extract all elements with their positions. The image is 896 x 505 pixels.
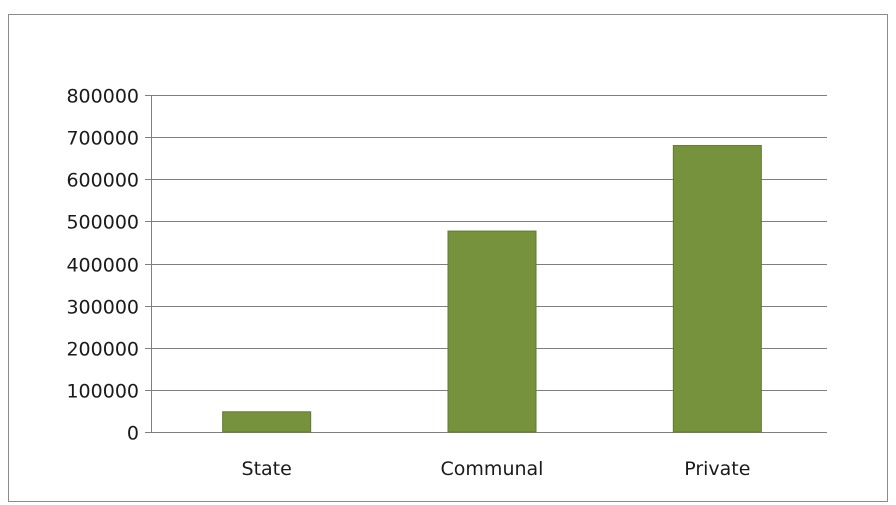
bar-chart: 0 100000 200000 300000 400000 500000 600000 700… [66, 86, 827, 480]
y-tick-label: 500000 [66, 212, 139, 234]
y-tick-label: 600000 [66, 170, 139, 192]
bar-private [672, 145, 762, 433]
x-axis-category-labels: State Communal Private [242, 458, 751, 480]
y-tick-label: 200000 [66, 339, 139, 361]
y-tick-label: 400000 [66, 255, 139, 277]
x-category-label: State [242, 458, 292, 480]
bars [222, 145, 762, 433]
y-tick-label: 300000 [66, 297, 139, 319]
x-category-label: Private [684, 458, 750, 480]
bar-state [222, 411, 312, 433]
x-category-label: Communal [441, 458, 544, 480]
y-tick-label: 0 [127, 423, 139, 445]
y-tick-label: 700000 [66, 128, 139, 150]
y-tick-label: 100000 [66, 381, 139, 403]
y-axis-tick-labels: 0 100000 200000 300000 400000 500000 600000 700… [66, 86, 139, 445]
chart-area: 0 100000 200000 300000 400000 500000 600000 700… [8, 14, 888, 502]
bar-communal [447, 230, 537, 433]
y-tick-label: 800000 [66, 86, 139, 108]
